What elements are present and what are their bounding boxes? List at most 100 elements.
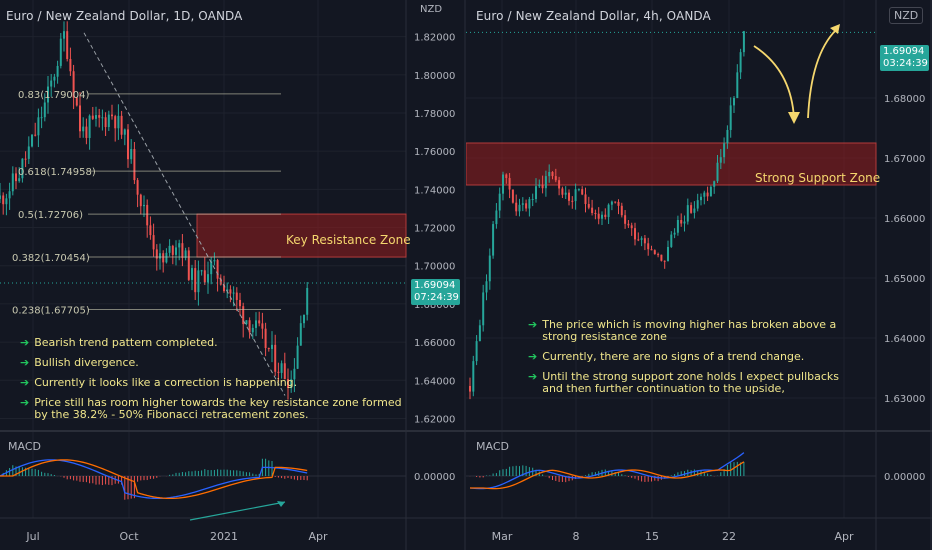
left-chart[interactable]: 1.82000 1.80000 1.78000 1.76000 1.74000 1.720… bbox=[0, 0, 466, 550]
bearish-trendline bbox=[83, 32, 286, 396]
time-tick-label: 15 bbox=[645, 530, 659, 543]
candle-body bbox=[488, 255, 491, 282]
candle-body bbox=[472, 361, 475, 392]
right-chart[interactable]: 1.68000 1.67000 1.66000 1.65000 1.64000 1.630… bbox=[466, 0, 932, 550]
candle-body bbox=[568, 192, 570, 201]
candle-body bbox=[528, 199, 531, 209]
candle-body bbox=[79, 105, 81, 132]
candle-body bbox=[742, 31, 745, 53]
candle-body bbox=[24, 158, 27, 160]
candle-body bbox=[5, 198, 8, 205]
candle-body bbox=[498, 193, 501, 211]
candle-body bbox=[733, 98, 735, 106]
candle-body bbox=[127, 129, 129, 160]
candle-body bbox=[72, 71, 75, 98]
right-countdown: 03:24:39 bbox=[883, 58, 928, 69]
candle-body bbox=[223, 284, 225, 292]
note-item: ➔ The price which is moving higher has br… bbox=[528, 319, 858, 343]
price-tick-label: 1.74000 bbox=[414, 185, 455, 196]
candle-body bbox=[521, 203, 524, 205]
strong-support-zone-label: Strong Support Zone bbox=[755, 171, 881, 185]
candle-body bbox=[11, 173, 14, 192]
candle-body bbox=[40, 117, 43, 119]
price-tick-label: 1.78000 bbox=[414, 109, 455, 120]
candle-body bbox=[574, 189, 577, 202]
zone-rect bbox=[466, 142, 877, 186]
candle-body bbox=[634, 228, 636, 240]
candle-body bbox=[245, 320, 248, 325]
candle-body bbox=[558, 180, 561, 189]
candle-body bbox=[104, 117, 107, 128]
candle-body bbox=[101, 117, 104, 119]
candle-body bbox=[581, 189, 584, 195]
candle-body bbox=[485, 281, 488, 293]
zone-rect bbox=[196, 213, 407, 258]
candle-body bbox=[178, 243, 181, 248]
key-resistance-zone-label: Key Resistance Zone bbox=[286, 233, 411, 247]
candle-body bbox=[267, 348, 270, 350]
candle-body bbox=[726, 129, 729, 144]
price-tick-label: 1.65000 bbox=[884, 274, 925, 285]
left-last-price: 1.69094 07:24:39 bbox=[411, 279, 460, 305]
candle-body bbox=[551, 172, 554, 177]
candle-body bbox=[95, 115, 97, 119]
price-tick-label: 1.66000 bbox=[884, 214, 925, 225]
left-macd-label: MACD bbox=[8, 440, 41, 453]
right-currency-badge[interactable]: NZD bbox=[889, 7, 924, 24]
candle-body bbox=[739, 52, 742, 73]
candle-body bbox=[637, 239, 640, 241]
candle-body bbox=[587, 204, 590, 208]
candle-body bbox=[91, 115, 94, 119]
candle-body bbox=[502, 174, 504, 194]
arrow-down-icon bbox=[788, 112, 800, 124]
note-text: Currently it looks like a correction is … bbox=[34, 376, 298, 389]
candle-body bbox=[200, 270, 203, 272]
candle-body bbox=[37, 117, 40, 136]
candle-body bbox=[686, 205, 689, 222]
candle-body bbox=[670, 234, 673, 247]
candle-body bbox=[709, 186, 712, 197]
price-tick-label: 1.82000 bbox=[414, 33, 455, 44]
candle-body bbox=[614, 201, 617, 203]
candle-body bbox=[146, 204, 149, 226]
price-tick-label: 1.67000 bbox=[884, 154, 925, 165]
candle-body bbox=[713, 181, 716, 187]
candle-body bbox=[577, 189, 580, 191]
note-text: The price which is moving higher has bro… bbox=[542, 318, 837, 343]
candle-body bbox=[149, 225, 152, 236]
candle-body bbox=[130, 149, 133, 160]
candle-body bbox=[207, 274, 209, 283]
left-last-price-value: 1.69094 bbox=[414, 280, 456, 291]
candle-body bbox=[143, 204, 145, 207]
candle-body bbox=[561, 188, 564, 195]
candle-body bbox=[117, 115, 120, 129]
candle-body bbox=[290, 379, 293, 389]
price-tick-label: 1.62000 bbox=[414, 414, 455, 425]
price-tick-label: 1.68000 bbox=[884, 94, 925, 105]
candle-body bbox=[700, 196, 702, 201]
candle-body bbox=[696, 200, 699, 209]
projection-arrow-down bbox=[753, 45, 795, 119]
candle-body bbox=[617, 201, 620, 206]
candle-body bbox=[601, 214, 603, 219]
candle-body bbox=[299, 323, 302, 346]
candle-body bbox=[187, 250, 190, 280]
candle-body bbox=[525, 203, 528, 209]
candle-body bbox=[75, 97, 78, 106]
candle-body bbox=[53, 76, 56, 81]
candle-body bbox=[191, 268, 193, 280]
left-countdown: 07:24:39 bbox=[414, 292, 459, 303]
candle-body bbox=[69, 58, 72, 72]
candle-body bbox=[171, 245, 174, 255]
candle-body bbox=[736, 72, 739, 99]
candle-body bbox=[650, 249, 653, 251]
arrow-icon: ➔ bbox=[20, 396, 30, 409]
candle-body bbox=[515, 202, 518, 212]
arrow-up-icon bbox=[830, 24, 840, 34]
arrow-icon: ➔ bbox=[528, 370, 538, 383]
candle-body bbox=[597, 213, 600, 219]
candle-body bbox=[680, 219, 683, 224]
candle-body bbox=[640, 238, 643, 240]
time-tick-label: 22 bbox=[722, 530, 736, 543]
candle-body bbox=[690, 205, 693, 213]
